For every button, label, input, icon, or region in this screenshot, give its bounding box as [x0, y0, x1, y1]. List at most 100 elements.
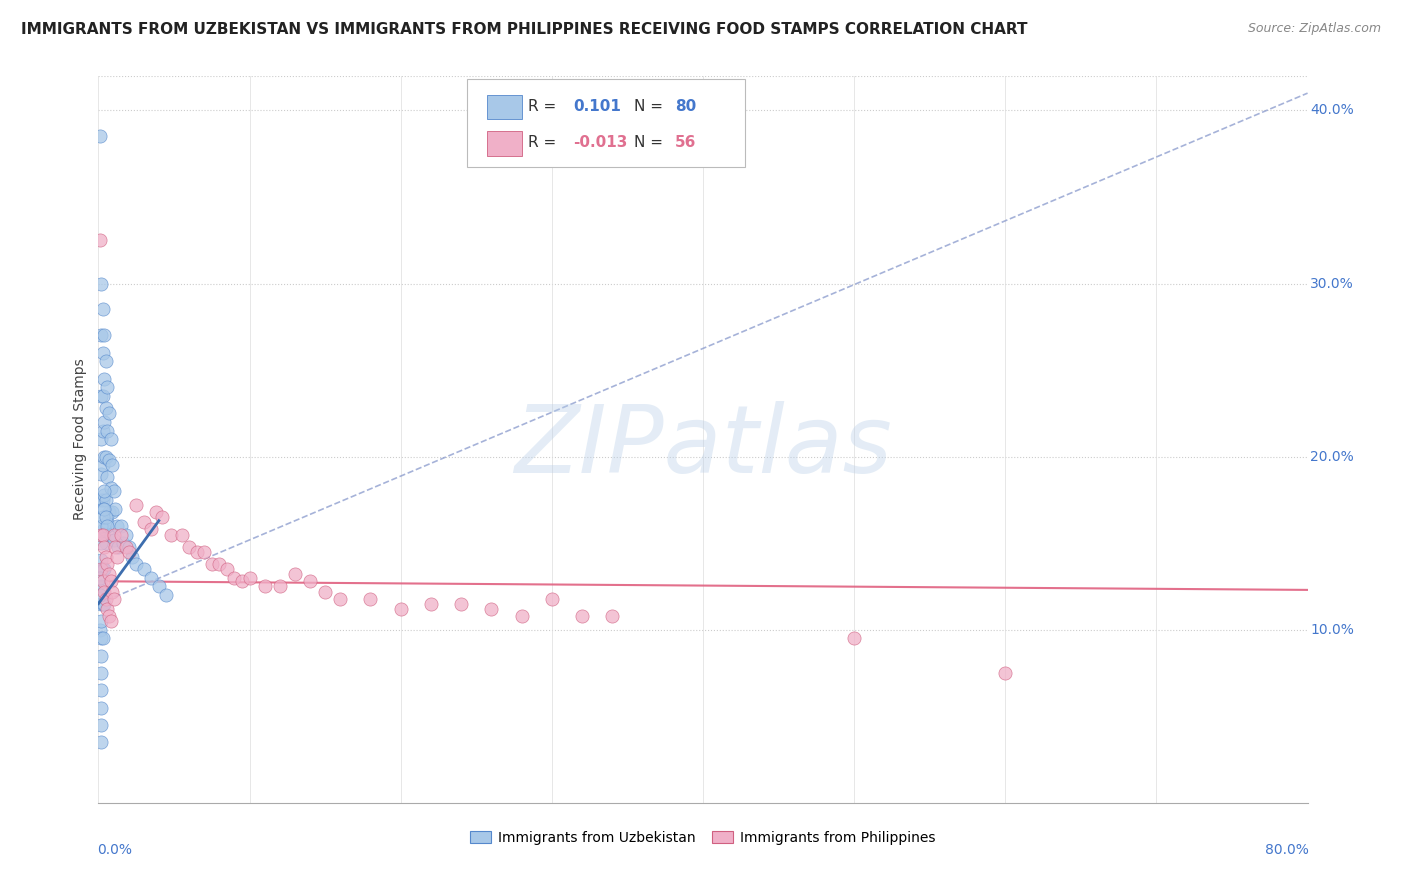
Point: [90, 718, 112, 732]
Point: [91, 527, 114, 541]
Point: [510, 608, 533, 623]
Point: [96, 380, 118, 394]
Point: [420, 597, 443, 611]
Point: [94, 536, 117, 550]
Point: [103, 591, 125, 606]
Point: [98, 567, 121, 582]
Point: [90, 467, 112, 481]
Text: IMMIGRANTS FROM UZBEKISTAN VS IMMIGRANTS FROM PHILIPPINES RECEIVING FOOD STAMPS : IMMIGRANTS FROM UZBEKISTAN VS IMMIGRANTS…: [21, 22, 1028, 37]
Point: [91, 302, 114, 317]
Point: [284, 567, 307, 582]
Point: [231, 574, 253, 589]
Point: [91, 389, 114, 403]
Point: [389, 602, 412, 616]
Point: [121, 549, 143, 564]
Text: 0.0%: 0.0%: [97, 843, 132, 857]
Point: [90, 527, 112, 541]
Point: [450, 597, 472, 611]
Point: [91, 458, 114, 473]
Point: [91, 345, 114, 359]
Point: [93, 328, 115, 343]
Point: [132, 562, 155, 576]
Point: [160, 527, 183, 541]
Point: [100, 481, 122, 495]
Point: [94, 591, 117, 606]
Point: [93, 372, 115, 386]
Point: [90, 700, 112, 714]
Point: [100, 574, 122, 589]
Point: [110, 519, 132, 533]
Point: [89, 233, 111, 247]
Point: [141, 522, 163, 536]
Point: [90, 536, 112, 550]
Point: [90, 683, 112, 698]
Point: [91, 492, 114, 507]
Point: [253, 579, 276, 593]
Point: [329, 591, 352, 606]
Point: [98, 505, 121, 519]
Point: [101, 505, 124, 519]
Point: [481, 602, 503, 616]
Point: [269, 579, 291, 593]
Point: [90, 492, 112, 507]
Point: [239, 571, 262, 585]
Point: [93, 562, 115, 576]
Point: [224, 571, 246, 585]
Point: [94, 450, 117, 464]
Point: [98, 453, 121, 467]
Text: 80.0%: 80.0%: [1265, 843, 1309, 857]
Point: [90, 735, 112, 749]
Point: [90, 277, 112, 291]
Point: [104, 540, 127, 554]
FancyBboxPatch shape: [486, 131, 522, 156]
Point: [90, 632, 112, 646]
Text: 56: 56: [675, 136, 696, 150]
Text: R =: R =: [527, 99, 555, 114]
Point: [155, 588, 177, 602]
Point: [94, 401, 117, 416]
Point: [98, 406, 121, 420]
Point: [91, 562, 114, 576]
Point: [101, 584, 124, 599]
Point: [994, 665, 1017, 680]
Point: [94, 354, 117, 368]
Point: [125, 557, 148, 571]
Point: [314, 584, 336, 599]
Text: 80: 80: [675, 99, 696, 114]
FancyBboxPatch shape: [467, 79, 745, 167]
Point: [93, 501, 115, 516]
Point: [93, 522, 115, 536]
Text: 0.101: 0.101: [574, 99, 621, 114]
Point: [540, 591, 562, 606]
Point: [98, 608, 121, 623]
Text: -0.013: -0.013: [574, 136, 628, 150]
Point: [602, 608, 624, 623]
Text: 30.0%: 30.0%: [1310, 277, 1354, 291]
Point: [100, 614, 122, 628]
Point: [89, 571, 111, 585]
Point: [100, 527, 122, 541]
Point: [90, 389, 112, 403]
Point: [103, 527, 125, 541]
Point: [103, 484, 125, 499]
Point: [118, 545, 141, 559]
Point: [91, 510, 114, 524]
Point: [93, 484, 115, 499]
Point: [91, 574, 114, 589]
Point: [93, 415, 115, 429]
Point: [94, 549, 117, 564]
Point: [105, 549, 128, 564]
Point: [215, 562, 238, 576]
Point: [110, 527, 132, 541]
Point: [90, 432, 112, 446]
Point: [114, 540, 136, 554]
Point: [101, 458, 124, 473]
Point: [208, 557, 231, 571]
Point: [145, 505, 167, 519]
Point: [114, 527, 136, 541]
Point: [94, 492, 117, 507]
Point: [844, 632, 866, 646]
Text: N =: N =: [634, 136, 664, 150]
Point: [571, 608, 593, 623]
Point: [90, 527, 112, 541]
